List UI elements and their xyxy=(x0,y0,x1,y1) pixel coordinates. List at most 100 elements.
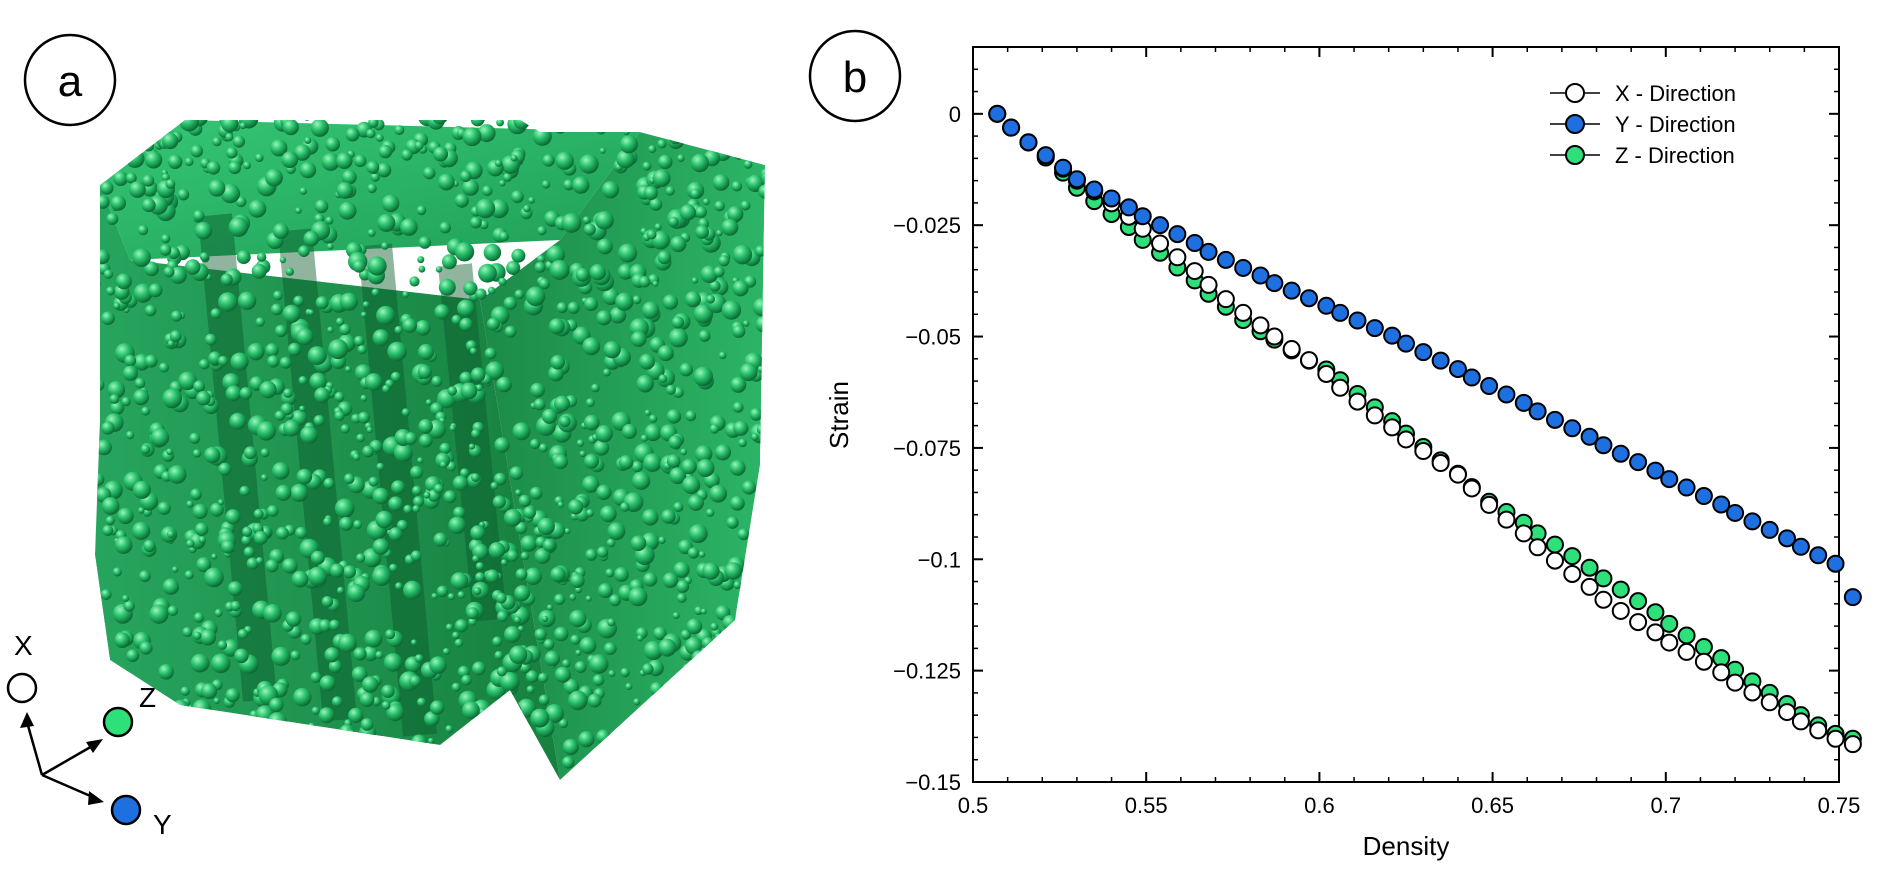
particle-sphere xyxy=(387,747,394,754)
particle-sphere xyxy=(579,154,599,174)
data-point xyxy=(1036,146,1055,165)
particle-sphere xyxy=(654,223,662,231)
particle-sphere xyxy=(591,773,611,780)
particle-sphere xyxy=(276,526,289,540)
particle-sphere xyxy=(523,204,531,213)
particle-sphere xyxy=(462,127,482,147)
particle-sphere xyxy=(691,711,710,730)
particle-sphere xyxy=(742,701,760,719)
particle-sphere xyxy=(352,453,361,461)
particle-sphere xyxy=(691,680,703,692)
particle-sphere xyxy=(414,654,424,663)
particle-sphere xyxy=(675,680,691,696)
series-y-direction xyxy=(988,104,1862,607)
data-point xyxy=(1251,266,1270,285)
particle-sphere xyxy=(190,653,210,673)
particle-sphere xyxy=(95,135,108,151)
particle-sphere xyxy=(730,376,747,393)
particle-sphere xyxy=(133,389,149,406)
particle-sphere xyxy=(492,636,503,647)
particle-sphere xyxy=(296,733,309,745)
particle-sphere xyxy=(433,532,448,547)
particle-sphere xyxy=(680,448,688,456)
particle-sphere xyxy=(454,619,468,633)
particle-sphere xyxy=(336,182,354,199)
particle-sphere xyxy=(687,494,705,511)
particle-sphere xyxy=(401,149,413,161)
particle-sphere xyxy=(283,388,293,399)
particle-sphere xyxy=(462,701,480,720)
particle-sphere xyxy=(638,276,651,288)
particle-sphere xyxy=(649,682,664,697)
particle-sphere xyxy=(109,394,120,404)
particle-sphere xyxy=(259,381,277,399)
particle-sphere xyxy=(394,125,405,136)
particle-sphere xyxy=(475,562,484,571)
particle-sphere xyxy=(267,712,288,732)
particle-sphere xyxy=(381,194,400,213)
particle-sphere xyxy=(321,152,340,171)
particle-sphere xyxy=(409,276,420,287)
particle-sphere xyxy=(550,354,565,370)
particle-sphere xyxy=(742,123,763,144)
particle-sphere xyxy=(466,607,479,620)
particle-sphere xyxy=(562,738,579,756)
particle-sphere xyxy=(494,650,504,660)
particle-sphere xyxy=(245,758,265,778)
particle-sphere xyxy=(140,444,151,455)
particle-sphere xyxy=(607,522,626,541)
particle-sphere xyxy=(367,256,387,276)
particle-sphere xyxy=(388,527,403,541)
particle-sphere xyxy=(204,446,221,464)
particle-sphere xyxy=(694,606,704,615)
particle-sphere xyxy=(452,631,460,640)
particle-sphere xyxy=(172,699,190,717)
particle-sphere xyxy=(311,706,320,715)
particle-sphere xyxy=(765,736,778,749)
data-point xyxy=(1528,538,1547,557)
particle-sphere xyxy=(572,176,590,194)
data-point xyxy=(1563,547,1582,566)
particle-sphere xyxy=(513,616,521,624)
particle-sphere xyxy=(391,779,408,780)
particle-sphere xyxy=(522,760,542,780)
particle-sphere xyxy=(393,443,413,462)
particle-sphere xyxy=(171,566,179,573)
particle-sphere xyxy=(417,256,425,264)
particle-sphere xyxy=(113,171,128,187)
particle-sphere xyxy=(454,638,464,648)
particle-sphere xyxy=(299,749,311,761)
particle-sphere xyxy=(457,299,475,318)
particle-sphere xyxy=(490,481,499,490)
particle-sphere xyxy=(733,581,742,590)
particle-sphere xyxy=(451,314,462,325)
particle-sphere xyxy=(142,756,158,771)
particle-sphere xyxy=(376,462,385,471)
panel-b-label: b xyxy=(843,53,867,102)
data-point xyxy=(1199,275,1218,294)
particle-sphere xyxy=(102,525,114,536)
particle-sphere xyxy=(414,141,424,151)
particle-sphere xyxy=(106,286,115,296)
particle-sphere xyxy=(702,198,710,206)
particle-sphere xyxy=(118,743,130,755)
particle-sphere xyxy=(431,593,438,600)
particle-sphere xyxy=(478,708,487,717)
particle-sphere xyxy=(482,185,493,197)
particle-sphere xyxy=(614,567,629,582)
data-point xyxy=(1497,385,1516,404)
particle-sphere xyxy=(658,709,671,721)
particle-sphere xyxy=(654,123,668,137)
particle-sphere xyxy=(112,666,125,679)
data-point xyxy=(1580,558,1599,577)
particle-sphere xyxy=(652,280,659,287)
particle-sphere xyxy=(493,712,508,726)
particle-sphere xyxy=(139,788,148,797)
particle-sphere xyxy=(700,645,716,661)
particle-sphere xyxy=(590,756,608,773)
particle-sphere xyxy=(95,674,101,693)
particle-sphere xyxy=(504,626,521,643)
particle-sphere xyxy=(709,484,727,503)
particle-sphere xyxy=(362,301,370,308)
particle-sphere xyxy=(208,179,226,197)
